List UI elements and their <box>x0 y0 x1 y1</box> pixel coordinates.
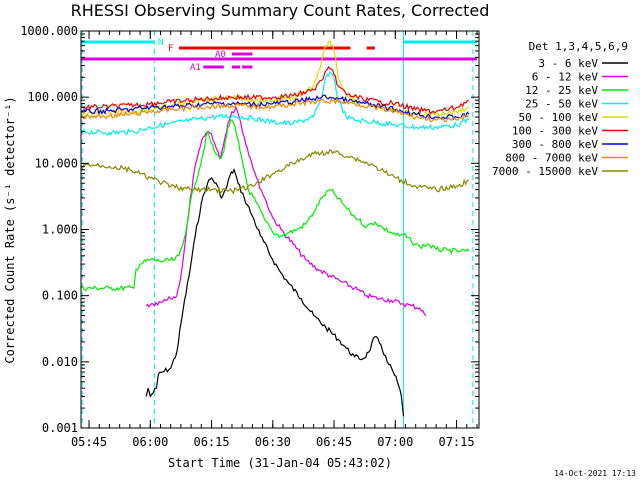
series-line <box>145 105 427 317</box>
x-tick-label: 06:15 <box>193 435 229 449</box>
legend-entry-label: 25 - 50 keV <box>525 98 598 111</box>
y-tick-label: 0.010 <box>42 355 78 369</box>
y-tick-label: 0.100 <box>42 289 78 303</box>
series-line <box>81 71 470 136</box>
x-tick-label: 06:00 <box>132 435 168 449</box>
y-tick-label: 10.000 <box>35 156 78 170</box>
flag-label: N <box>158 38 163 48</box>
legend-entry-label: 100 - 300 keV <box>512 125 598 138</box>
flag-label: A1 <box>190 63 201 73</box>
x-tick-label: 07:00 <box>377 435 413 449</box>
series-lines <box>81 40 470 417</box>
x-axis-label: Start Time (31-Jan-04 05:43:02) <box>168 456 392 470</box>
x-tick-label: 07:15 <box>438 435 474 449</box>
y-tick-label: 1000.000 <box>20 24 78 38</box>
x-axis: 05:45 06:00 06:15 06:30 06:45 07:00 07:15 <box>71 31 478 449</box>
x-tick-label: 05:45 <box>71 435 107 449</box>
flag-label: F <box>168 44 173 54</box>
series-line <box>145 168 405 417</box>
y-tick-label: 100.000 <box>27 90 78 104</box>
legend-title: Det 1,3,4,5,6,9 <box>529 40 628 53</box>
series-line <box>81 119 470 292</box>
chart-title: RHESSI Observing Summary Count Rates, Co… <box>71 1 490 20</box>
y-tick-label: 0.001 <box>42 421 78 435</box>
flag-bars: NF A0 A1 <box>81 38 477 73</box>
x-tick-label: 06:45 <box>316 435 352 449</box>
legend-entry-label: 6 - 12 keV <box>532 71 599 84</box>
series-line <box>81 40 469 119</box>
series-line <box>81 97 469 123</box>
legend-entry-label: 3 - 6 keV <box>538 57 598 70</box>
vertical-markers <box>81 31 474 428</box>
legend-entry-label: 50 - 100 keV <box>519 111 599 124</box>
plot-frame <box>80 30 480 429</box>
legend-entry-label: 12 - 25 keV <box>525 84 598 97</box>
y-tick-label: 1.000 <box>42 223 78 237</box>
series-line <box>81 149 469 195</box>
y-axis-label: Corrected Count Rate (s⁻¹ detector⁻¹) <box>3 96 17 363</box>
flag-label: A0 <box>215 50 226 60</box>
series-line <box>81 65 469 115</box>
x-tick-label: 06:30 <box>255 435 291 449</box>
legend-entry-label: 800 - 7000 keV <box>505 152 598 165</box>
timestamp: 14-Oct-2021 17:13 <box>554 469 636 478</box>
legend-entry-label: 7000 - 15000 keV <box>492 165 598 178</box>
legend-entry-label: 300 - 800 keV <box>512 138 598 151</box>
y-axis: 0.001 0.010 0.100 1.000 10.000 100.000 1000.00… <box>20 24 479 435</box>
